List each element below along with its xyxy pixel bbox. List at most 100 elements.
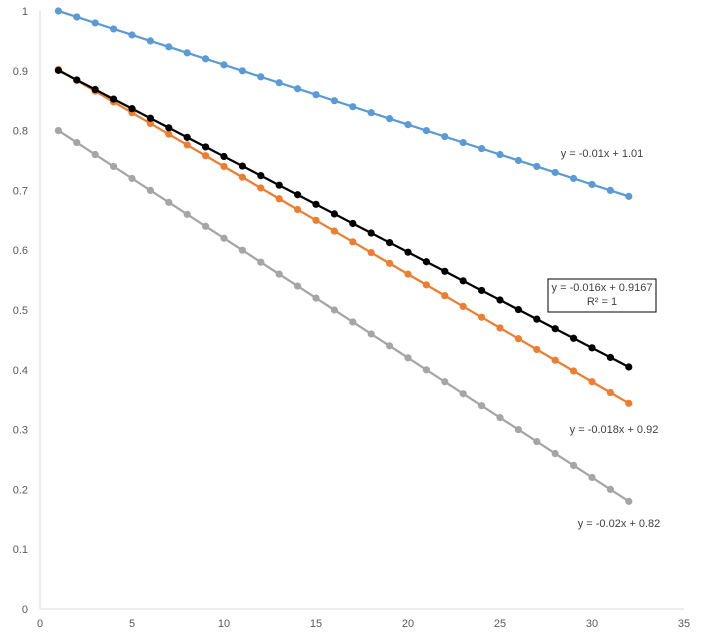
data-point [275, 181, 283, 189]
y-tick-label: 0 [22, 604, 28, 616]
data-point [625, 192, 633, 200]
data-point [238, 173, 246, 181]
data-point [202, 143, 210, 151]
data-point [349, 219, 357, 228]
trendline-equation: y = -0.01x + 1.01 [561, 148, 644, 160]
data-point [496, 324, 504, 332]
data-point [533, 315, 541, 323]
data-point [165, 43, 173, 51]
data-point [422, 281, 430, 289]
data-point [514, 335, 523, 343]
data-point [146, 114, 154, 122]
data-point [257, 184, 265, 192]
data-point [422, 127, 430, 135]
data-point [220, 162, 228, 171]
data-point [533, 437, 541, 446]
series-4 [54, 66, 633, 371]
data-point [330, 97, 338, 105]
data-point [570, 334, 578, 342]
data-point [146, 37, 154, 45]
data-point [367, 229, 375, 237]
y-tick-label: 0.8 [13, 126, 28, 138]
data-point [165, 198, 173, 206]
data-point [220, 152, 228, 161]
y-tick-label: 1 [22, 6, 28, 18]
data-point [73, 13, 81, 21]
data-point [367, 248, 375, 257]
data-point [496, 296, 504, 304]
y-tick-label: 0.4 [13, 365, 28, 377]
data-point [202, 55, 210, 63]
data-point [514, 156, 523, 165]
x-tick-label: 20 [402, 618, 414, 630]
series-4-line [57, 69, 630, 368]
data-point [514, 305, 523, 314]
data-point [588, 378, 596, 386]
data-point [588, 180, 596, 189]
data-point [478, 286, 486, 295]
data-point [404, 248, 412, 256]
data-point [422, 366, 430, 374]
data-point [128, 174, 136, 183]
data-point [73, 138, 81, 147]
data-point [496, 150, 504, 159]
data-point [551, 356, 559, 364]
trendline-equation: y = -0.016x + 0.9167 [552, 282, 653, 294]
data-point [367, 109, 375, 117]
data-point [514, 426, 523, 434]
data-point [459, 138, 467, 147]
series-3 [54, 127, 633, 505]
data-point [533, 162, 541, 171]
data-point [533, 345, 541, 354]
data-point [386, 342, 394, 350]
data-point [422, 258, 430, 266]
data-point [588, 473, 596, 482]
data-point [330, 306, 338, 314]
y-tick-label: 0.2 [13, 484, 28, 496]
data-point [312, 91, 320, 99]
data-point [349, 238, 357, 246]
data-point [238, 162, 246, 170]
data-point [386, 259, 394, 267]
axes [39, 11, 684, 610]
data-point [478, 144, 486, 153]
data-point [146, 119, 154, 128]
data-point [312, 216, 320, 224]
x-tick-label: 5 [129, 618, 135, 630]
data-point [275, 79, 283, 87]
tick-labels: 0 5 10 15 20 25 30 35 0 0.1 0.2 0.3 0.4 0.5 0.6 0.7 0.8 0… [13, 6, 690, 630]
data-series [54, 7, 633, 505]
data-point [91, 85, 99, 94]
r-squared-label: R² = 1 [587, 296, 617, 308]
data-point [459, 302, 467, 311]
series-1 [54, 7, 633, 200]
data-point [183, 210, 191, 218]
data-point [478, 402, 486, 410]
data-point [202, 222, 210, 230]
data-point [54, 7, 63, 15]
x-tick-label: 25 [494, 618, 506, 630]
y-tick-label: 0.1 [13, 544, 28, 556]
y-tick-label: 0.3 [13, 425, 28, 437]
y-tick-label: 0.6 [13, 245, 28, 257]
data-point [441, 292, 449, 300]
series-2-line [57, 68, 630, 405]
data-point [606, 388, 615, 397]
data-point [294, 85, 302, 93]
trendline-label-box [547, 278, 657, 313]
series-2 [54, 66, 633, 407]
data-point [202, 152, 210, 160]
data-point [551, 168, 559, 177]
data-point [349, 318, 357, 326]
y-tick-label: 0.9 [13, 66, 28, 78]
x-tick-label: 0 [37, 618, 43, 630]
data-point [238, 246, 246, 254]
data-point [294, 191, 302, 199]
data-point [183, 133, 191, 141]
data-point [441, 378, 449, 386]
data-point [404, 270, 412, 278]
data-point [551, 325, 559, 333]
series-1-line [58, 9, 630, 198]
data-point [496, 414, 504, 422]
